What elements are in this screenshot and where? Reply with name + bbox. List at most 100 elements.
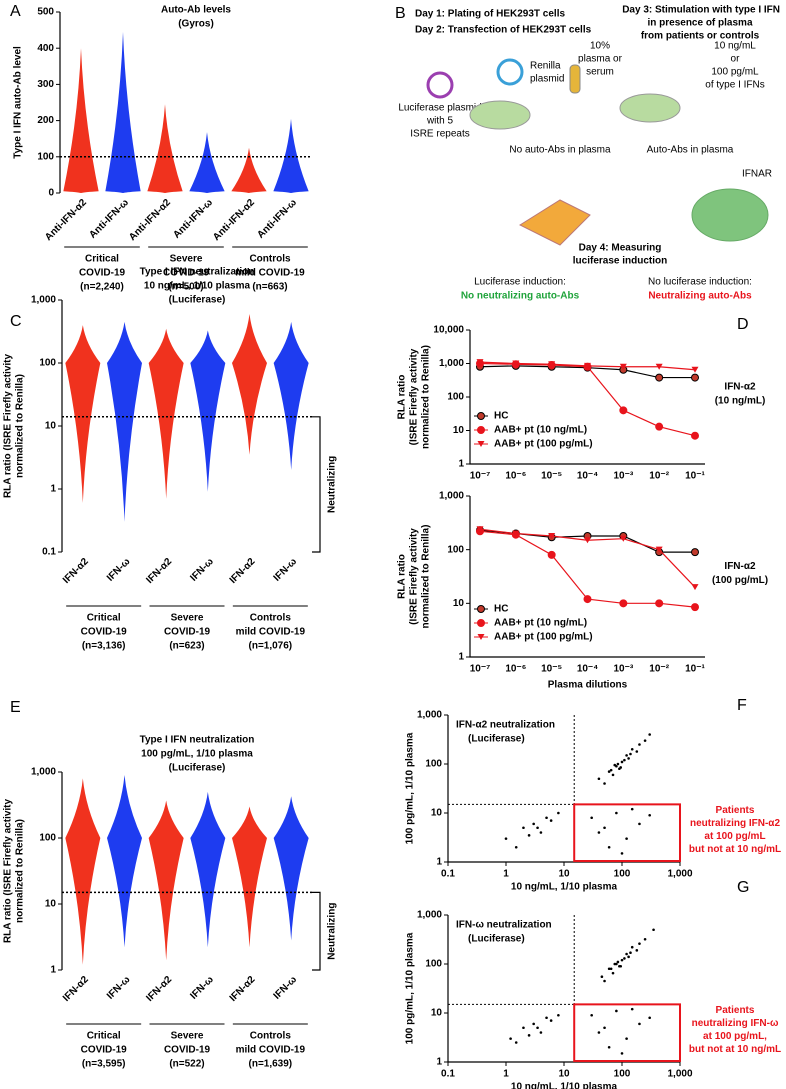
- marker: [476, 359, 484, 366]
- point: [539, 831, 543, 834]
- x-tick-label: 10⁻⁴: [577, 471, 598, 482]
- diagram-label: or: [731, 54, 741, 65]
- group-label: mild COVID-19: [235, 268, 305, 279]
- swarm: [231, 147, 267, 193]
- panel-letter: A: [10, 3, 21, 20]
- x-tick-label: IFN-α2: [61, 556, 91, 586]
- marker: [691, 366, 699, 373]
- point: [590, 1013, 593, 1017]
- point: [625, 1037, 628, 1040]
- step-text: from patients or controls: [641, 31, 760, 42]
- point: [532, 822, 535, 826]
- x-tick-label: Anti-IFN-α2: [43, 197, 89, 243]
- point: [630, 1007, 634, 1011]
- legend-marker: [477, 619, 485, 627]
- y-tick-label: 100: [425, 759, 442, 770]
- y-tick-label: 0: [48, 188, 54, 199]
- annotation: Patients: [716, 805, 755, 816]
- swarm: [273, 118, 309, 193]
- point: [625, 952, 628, 956]
- tube: [569, 64, 581, 94]
- group-label: COVID-19: [164, 1045, 211, 1056]
- step-text: in presence of plasma: [647, 18, 752, 29]
- annotation: but not at 10 ng/mL: [689, 844, 781, 855]
- marker: [655, 363, 663, 370]
- marker: [584, 537, 591, 544]
- group-label: Controls: [249, 254, 291, 265]
- panel-letter: G: [737, 879, 749, 896]
- cell: [691, 188, 769, 242]
- marker: [619, 363, 627, 370]
- legend-label: AAB+ pt (100 pg/mL): [494, 632, 593, 643]
- side-label: IFN-α2: [724, 382, 756, 393]
- point: [603, 979, 606, 983]
- side-label: (10 ng/mL): [715, 396, 766, 407]
- point: [603, 826, 606, 830]
- y-tick-label: 10: [431, 1008, 443, 1019]
- chart-title: (Luciferase): [468, 734, 525, 745]
- group-label: COVID-19: [81, 1045, 128, 1056]
- x-tick-label: 10⁻⁶: [505, 664, 526, 675]
- diagram-label: serum: [586, 67, 614, 78]
- marker: [655, 373, 664, 382]
- point: [627, 757, 630, 760]
- marker: [691, 431, 699, 440]
- point: [609, 967, 613, 971]
- point: [648, 813, 651, 817]
- point: [514, 845, 518, 849]
- y-tick-label: 100: [39, 358, 56, 369]
- side-label: IFN-α2: [724, 561, 756, 572]
- point: [527, 834, 531, 837]
- panel-letter: F: [737, 697, 747, 714]
- x-tick-label: 100: [614, 1069, 631, 1080]
- chart-title: 10 ng/mL, 1/10 plasma: [144, 281, 251, 292]
- y-tick-label: 1: [436, 857, 442, 868]
- y-tick-label: 200: [37, 115, 54, 126]
- x-tick-label: IFN-ω: [105, 556, 133, 584]
- annotation: neutralizing IFN-α2: [690, 818, 780, 829]
- x-tick-label: 10⁻⁵: [541, 664, 562, 675]
- chart-title: Type I IFN neutralization: [140, 267, 255, 278]
- marker: [655, 599, 664, 608]
- point: [630, 747, 634, 751]
- x-tick-label: Anti-IFN-α2: [127, 197, 173, 243]
- group-label: mild COVID-19: [236, 1045, 306, 1056]
- swarm: [273, 321, 309, 471]
- step-text: Day 2: Transfection of HEK293T cells: [415, 25, 592, 36]
- y-tick-label: 500: [37, 7, 54, 18]
- group-label: COVID-19: [79, 268, 126, 279]
- dish: [619, 93, 681, 123]
- x-tick-label: IFN-ω: [188, 974, 216, 1002]
- swarm: [105, 31, 141, 193]
- point: [597, 831, 601, 834]
- highlight-box: [573, 803, 682, 862]
- point: [620, 852, 624, 855]
- swarm: [232, 806, 267, 948]
- swarm: [63, 48, 99, 194]
- diagram-label: Neutralizing auto-Abs: [648, 291, 752, 302]
- y-axis-label: normalized to Renilla): [421, 525, 432, 629]
- marker: [584, 362, 591, 369]
- swarm: [190, 330, 226, 492]
- group-label: (n=500): [168, 282, 203, 293]
- point: [648, 733, 651, 736]
- y-tick-label: 400: [37, 43, 54, 54]
- cell: [518, 199, 591, 246]
- diagram-label: No auto-Abs in plasma: [509, 145, 611, 156]
- diagram-label: No neutralizing auto-Abs: [461, 291, 580, 302]
- x-tick-label: Anti-IFN-ω: [171, 197, 215, 241]
- point: [613, 763, 617, 767]
- x-tick-label: 10⁻⁷: [470, 471, 491, 482]
- swarm: [232, 313, 267, 455]
- point: [616, 762, 620, 766]
- point: [549, 819, 553, 822]
- y-tick-label: 100: [39, 833, 56, 844]
- diagram-label: plasmid: [530, 74, 564, 85]
- point: [635, 750, 639, 753]
- dish: [469, 100, 531, 130]
- point: [545, 816, 548, 820]
- x-tick-label: 10⁻⁵: [541, 471, 562, 482]
- y-tick-label: 1: [50, 484, 56, 495]
- y-axis-label: Type I IFN auto-Ab level: [13, 46, 24, 159]
